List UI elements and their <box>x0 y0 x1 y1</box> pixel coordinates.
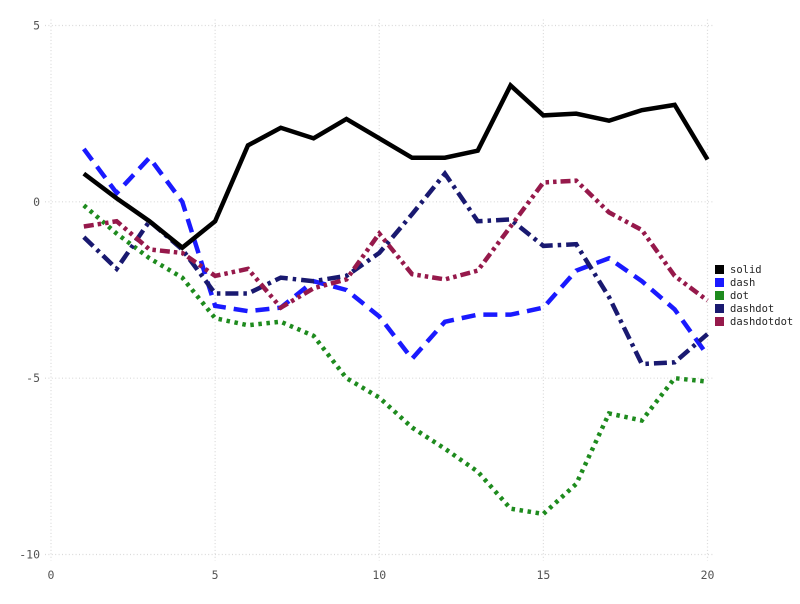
legend-label-dot: dot <box>730 290 749 302</box>
series-solid <box>82 81 710 251</box>
series-dash <box>82 147 710 363</box>
y-tick-label: -5 <box>26 371 40 385</box>
x-tick-label: 5 <box>212 568 219 582</box>
legend-label-dashdotdot: dashdotdot <box>730 316 793 328</box>
x-tick-label: 20 <box>701 568 715 582</box>
x-tick-label: 0 <box>48 568 55 582</box>
legend-label-dash: dash <box>730 277 755 289</box>
series-dot <box>82 203 708 517</box>
legend-marker-dot <box>715 291 724 300</box>
legend-item-solid: solid <box>715 264 762 276</box>
x-tick-label: 15 <box>536 568 550 582</box>
legend-marker-solid <box>715 265 724 274</box>
x-tick-label: 10 <box>372 568 386 582</box>
series-dashdot <box>82 169 709 367</box>
y-tick-label: -10 <box>19 548 40 562</box>
legend-label-solid: solid <box>730 264 762 276</box>
legend-marker-dashdotdot <box>715 317 724 326</box>
legend-item-dashdot: dashdot <box>715 303 774 315</box>
legend-item-dash: dash <box>715 277 755 289</box>
legend-item-dashdotdot: dashdotdot <box>715 316 793 328</box>
legend-item-dot: dot <box>715 290 749 302</box>
series-dashdotdot <box>83 178 709 311</box>
legend-marker-dashdot <box>715 304 724 313</box>
legend-label-dashdot: dashdot <box>730 303 774 315</box>
y-tick-label: 0 <box>33 195 40 209</box>
y-tick-label: 5 <box>33 19 40 33</box>
legend-marker-dash <box>715 278 724 287</box>
